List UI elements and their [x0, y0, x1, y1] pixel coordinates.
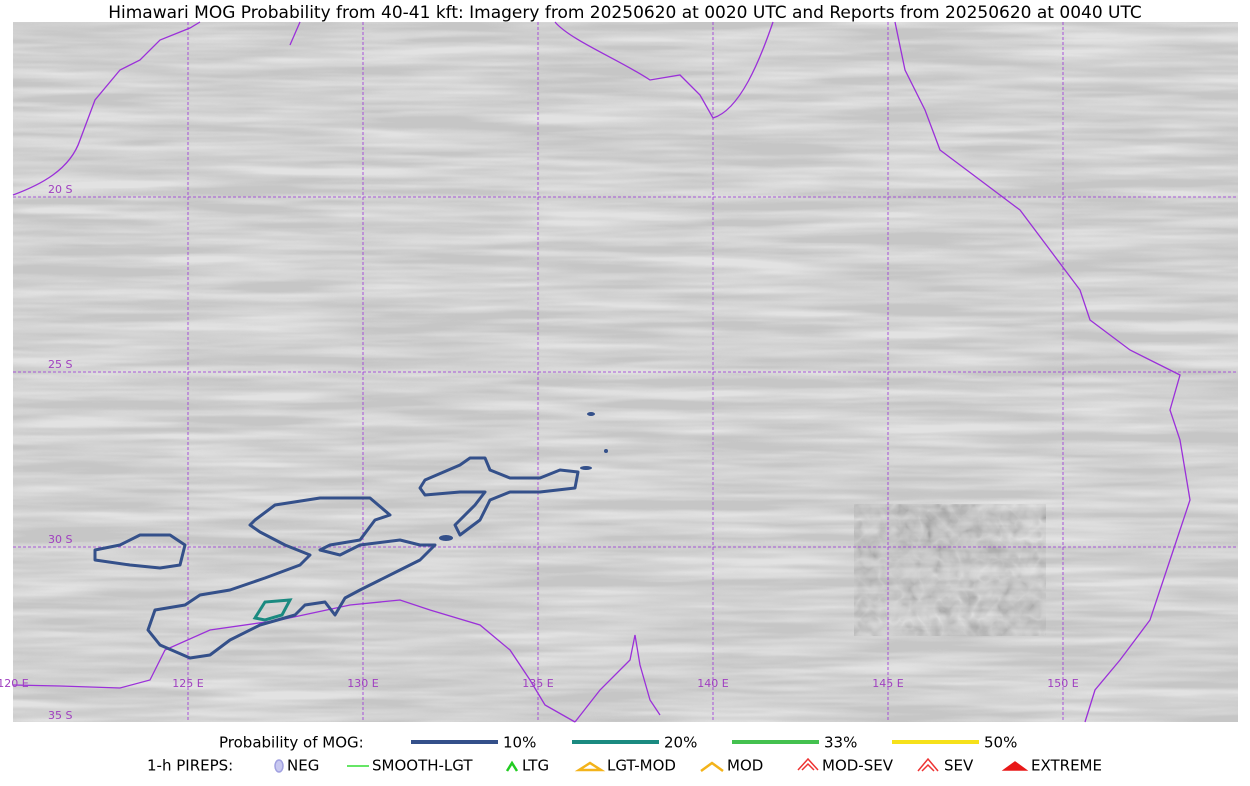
- lat-label: 25 S: [48, 358, 72, 371]
- pirep-label: MOD-SEV: [822, 757, 894, 775]
- pirep-icons: [274, 757, 1029, 773]
- pireps-title: 1-h PIREPS:: [147, 757, 233, 775]
- lon-label: 130 E: [347, 677, 378, 690]
- pirep-label: LTG: [522, 757, 549, 775]
- legend-title: Probability of MOG:: [219, 734, 364, 752]
- pirep-label: NEG: [287, 757, 319, 775]
- lon-label: 125 E: [172, 677, 203, 690]
- legend: Probability of MOG: 1-h PIREPS: NEG SMOO…: [147, 734, 1102, 775]
- convective-area: [870, 515, 1030, 625]
- legend-label: 33%: [824, 734, 857, 752]
- title: Himawari MOG Probability from 40-41 kft:…: [108, 3, 1142, 23]
- pirep-label: MOD: [727, 757, 763, 775]
- lon-label: 120 E: [0, 677, 29, 690]
- pirep-label: SMOOTH-LGT: [372, 757, 473, 775]
- lat-label: 35 S: [48, 709, 72, 722]
- lon-label: 140 E: [697, 677, 728, 690]
- legend-label: 10%: [503, 734, 536, 752]
- lon-label: 145 E: [872, 677, 903, 690]
- legend-label: 50%: [984, 734, 1017, 752]
- map: 20 S 25 S 30 S 35 S 120 E 125 E 130 E 13…: [0, 21, 1238, 723]
- coastline: [12, 21, 1191, 723]
- pirep-label: SEV: [944, 757, 974, 775]
- mog-contours: [93, 412, 608, 660]
- pirep-label: LGT-MOD: [607, 757, 676, 775]
- lat-label: 20 S: [48, 183, 72, 196]
- lon-label: 135 E: [522, 677, 553, 690]
- pirep-label: EXTREME: [1031, 757, 1102, 775]
- legend-label: 20%: [664, 734, 697, 752]
- lat-label: 30 S: [48, 533, 72, 546]
- lon-label: 150 E: [1047, 677, 1078, 690]
- graticule: [13, 22, 1238, 722]
